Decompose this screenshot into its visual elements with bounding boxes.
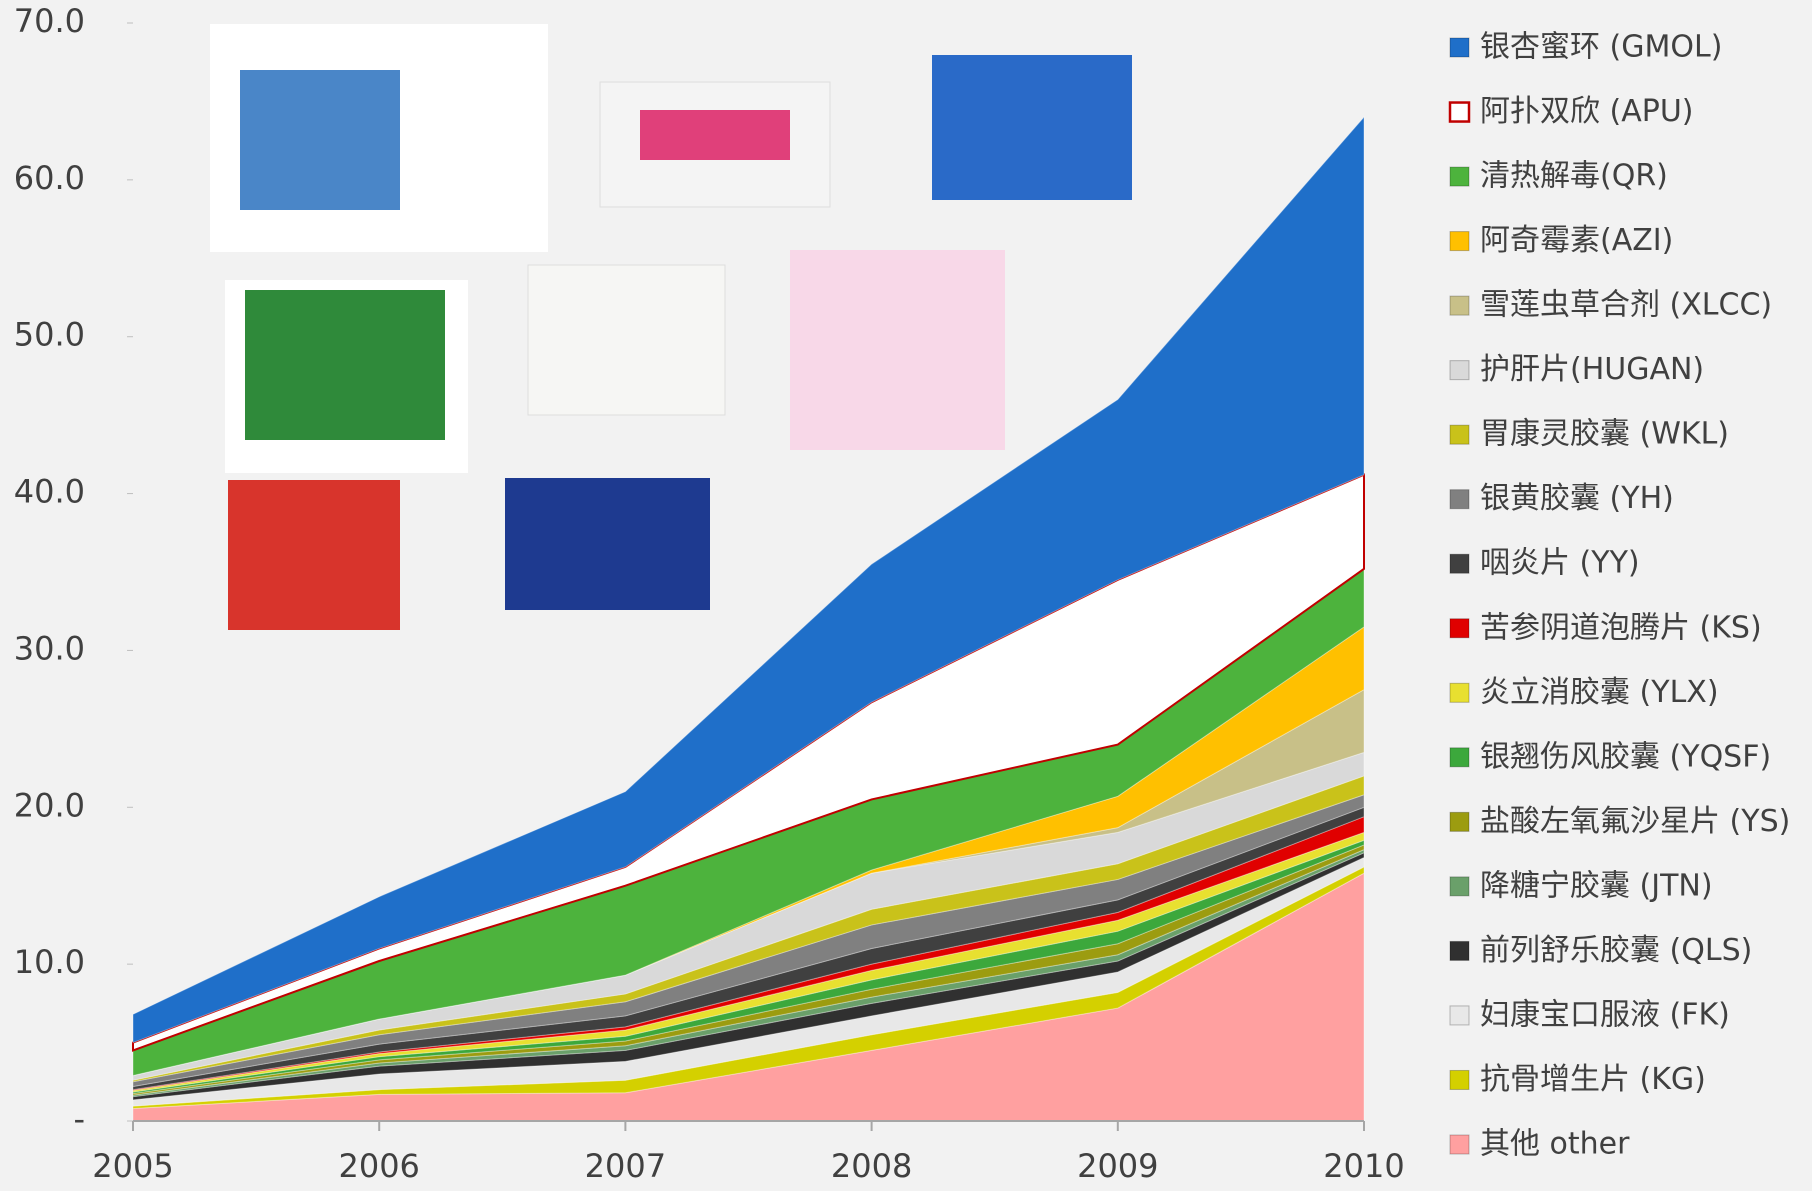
- legend-swatch: [1449, 231, 1470, 252]
- legend-label: 妇康宝口服液 (FK): [1480, 997, 1730, 1032]
- product-image: [932, 55, 1132, 200]
- product-image: [790, 250, 1005, 450]
- legend-label: 阿扑双欣 (APU): [1480, 94, 1694, 129]
- legend-label: 抗骨增生片 (KG): [1480, 1062, 1706, 1097]
- legend-swatch: [1449, 295, 1470, 316]
- legend-swatch: [1449, 940, 1470, 961]
- legend-label: 其他 other: [1480, 1127, 1630, 1162]
- legend-swatch: [1449, 489, 1470, 510]
- area: [132, 806, 1365, 1091]
- x-tick-label: 2006: [338, 1147, 419, 1185]
- product-image: [240, 70, 400, 210]
- area: [132, 815, 1365, 1091]
- legend-label: 银杏蜜环 (GMOL): [1480, 30, 1722, 65]
- product-image: [245, 290, 445, 440]
- y-tick-label: 20.0: [14, 786, 85, 824]
- legend-swatch: [1449, 682, 1470, 703]
- legend-label: 阿奇霉素(AZI): [1480, 223, 1673, 258]
- y-tick-label: 30.0: [14, 629, 85, 667]
- area: [132, 751, 1365, 1081]
- legend-swatch: [1449, 424, 1470, 445]
- legend-label: 雪莲虫草合剂 (XLCC): [1480, 288, 1772, 323]
- area: [132, 839, 1365, 1095]
- product-image: [505, 478, 710, 610]
- legend-label: 护肝片(HUGAN): [1480, 352, 1704, 387]
- legend-label: 盐酸左氧氟沙星片 (YS): [1480, 804, 1790, 839]
- legend-swatch: [1449, 618, 1470, 639]
- product-image: [527, 264, 726, 416]
- legend-label: 降糖宁胶囊 (JTN): [1480, 868, 1713, 903]
- legend-swatch: [1448, 101, 1471, 123]
- y-tick-label: 60.0: [14, 159, 85, 197]
- x-tick-label: 2009: [1077, 1147, 1158, 1185]
- x-tick-label: 2005: [92, 1147, 173, 1185]
- area: [132, 866, 1365, 1109]
- product-images: [210, 24, 1132, 630]
- legend-label: 前列舒乐胶囊 (QLS): [1480, 933, 1752, 968]
- area: [132, 848, 1365, 1098]
- legend-swatch: [1449, 1005, 1470, 1026]
- areas: [132, 115, 1365, 1122]
- legend-label: 胃康灵胶囊 (WKL): [1480, 417, 1729, 452]
- legend-swatch: [1449, 166, 1470, 187]
- legend-label: 苦参阴道泡腾片 (KS): [1480, 610, 1762, 645]
- legend-swatch: [1449, 553, 1470, 574]
- legend-label: 咽炎片 (YY): [1480, 546, 1640, 581]
- y-tick-label: 70.0: [14, 2, 85, 40]
- y-tick-label: -: [73, 1100, 85, 1138]
- legend-label: 炎立消胶囊 (YLX): [1480, 675, 1719, 710]
- product-image: [228, 480, 400, 630]
- legend-swatch: [1449, 1069, 1470, 1090]
- legend-label: 银翘伤风胶囊 (YQSF): [1480, 739, 1771, 774]
- area: [132, 115, 1365, 1044]
- area: [132, 775, 1365, 1083]
- legend-label: 银黄胶囊 (YH): [1480, 481, 1674, 516]
- legend-label: 清热解毒(QR): [1480, 159, 1668, 194]
- product-image: [640, 110, 790, 160]
- y-tick-label: 50.0: [14, 316, 85, 354]
- legend-swatch: [1449, 37, 1470, 58]
- y-tick-label: 40.0: [14, 473, 85, 511]
- legend-swatch: [1449, 747, 1470, 768]
- legend-swatch: [1449, 811, 1470, 832]
- legend-swatch: [1449, 1134, 1470, 1155]
- x-tick-label: 2010: [1323, 1147, 1404, 1185]
- x-tick-label: 2008: [831, 1147, 912, 1185]
- area: [132, 794, 1365, 1088]
- x-tick-label: 2007: [585, 1147, 666, 1185]
- legend-swatch: [1449, 360, 1470, 381]
- legend-swatch: [1449, 876, 1470, 897]
- y-tick-label: 10.0: [14, 943, 85, 981]
